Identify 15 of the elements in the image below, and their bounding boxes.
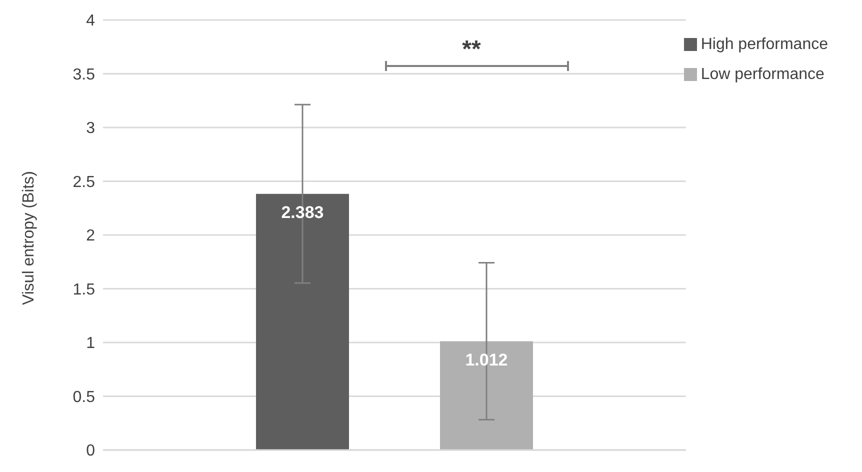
y-axis-title: Visul entropy (Bits) <box>20 171 38 305</box>
y-tick-label: 2 <box>86 228 96 245</box>
y-tick-label: 3 <box>86 120 96 138</box>
y-tick-label: 1.5 <box>72 281 96 298</box>
y-tick-label: 3.5 <box>72 66 96 84</box>
legend-label: High performance <box>700 36 828 53</box>
y-tick-label: 1 <box>86 335 96 352</box>
data-label: 1.012 <box>465 350 508 370</box>
y-tick-label: 4 <box>86 12 96 30</box>
y-tick-label: 2.5 <box>72 174 96 191</box>
y-tick-label: 0.5 <box>72 388 96 406</box>
annotation: ** <box>461 36 482 64</box>
y-tick-label: 0 <box>86 442 96 460</box>
data-label: 2.383 <box>281 202 324 222</box>
legend-label: Low performance <box>700 66 824 83</box>
